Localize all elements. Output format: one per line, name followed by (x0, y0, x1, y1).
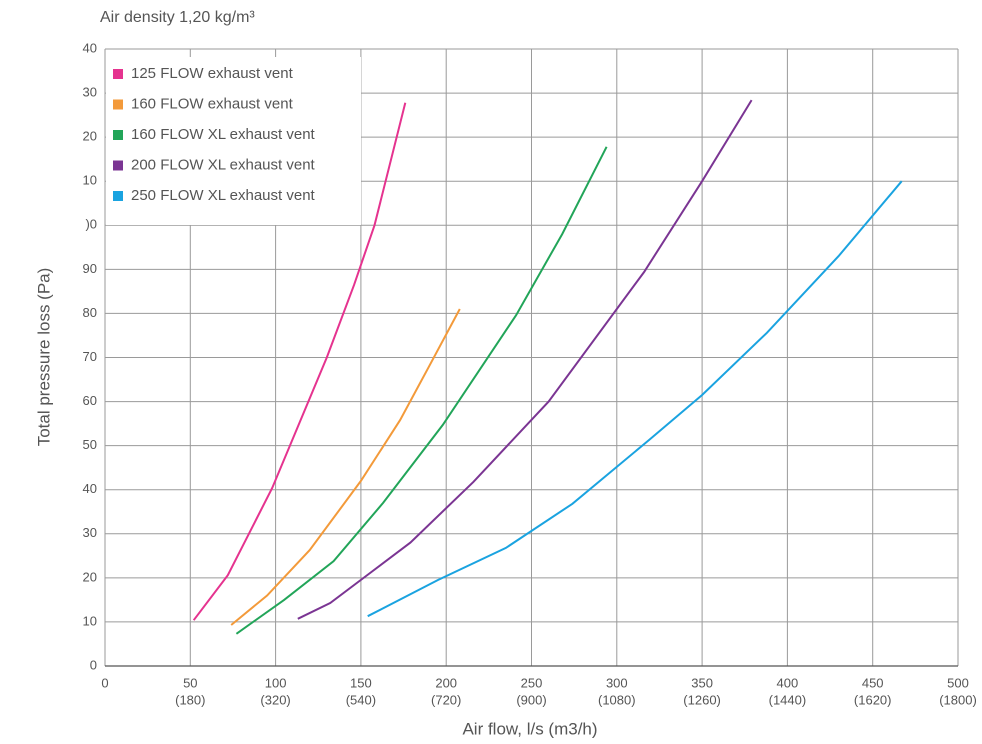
x-tick-sublabel: (320) (260, 692, 290, 707)
legend-swatch (113, 160, 123, 171)
y-tick-label: 10 (83, 613, 97, 628)
x-tick-label: 100 (265, 675, 287, 690)
y-tick-label: 50 (83, 437, 97, 452)
x-tick-label: 350 (691, 675, 713, 690)
y-tick-label: )0 (85, 217, 97, 232)
x-tick-label: 200 (435, 675, 457, 690)
line-series (192, 102, 407, 621)
line-series (297, 99, 753, 620)
y-tick-label: 40 (83, 40, 97, 55)
x-tick-sublabel: (720) (431, 692, 461, 707)
x-tick-sublabel: (180) (175, 692, 205, 707)
legend-swatch (113, 130, 123, 140)
y-tick-label: 90 (83, 261, 97, 276)
line-series (367, 180, 903, 618)
legend-label: 200 FLOW XL exhaust vent (131, 156, 316, 173)
y-tick-label: 60 (83, 393, 97, 408)
legend-background (106, 57, 361, 225)
y-tick-label: 10 (83, 173, 97, 188)
y-tick-label: 0 (90, 657, 97, 672)
x-tick-sublabel: (1800) (939, 692, 977, 707)
legend-label: 125 FLOW exhaust vent (131, 65, 294, 82)
line-series (230, 308, 461, 626)
x-tick-label: 0 (101, 675, 108, 690)
y-axis-label: Total pressure loss (Pa) (34, 268, 53, 447)
y-tick-label: 30 (83, 85, 97, 100)
x-tick-label: 450 (862, 675, 884, 690)
x-tick-label: 250 (521, 675, 543, 690)
legend-label: 160 FLOW exhaust vent (131, 95, 294, 112)
x-tick-label: 300 (606, 675, 628, 690)
legend-swatch (113, 191, 123, 201)
x-tick-sublabel: (1440) (769, 692, 807, 707)
x-tick-sublabel: (540) (346, 692, 376, 707)
line-series (235, 146, 608, 635)
y-tick-label: 80 (83, 305, 97, 320)
y-tick-label: 40 (83, 481, 97, 496)
x-tick-label: 150 (350, 675, 372, 690)
y-tick-label: 30 (83, 525, 97, 540)
chart-title: Air density 1,20 kg/m³ (100, 9, 255, 26)
legend-label: 160 FLOW XL exhaust vent (131, 126, 316, 143)
x-tick-sublabel: (900) (516, 692, 546, 707)
x-tick-label: 50 (183, 675, 197, 690)
x-tick-sublabel: (1080) (598, 692, 636, 707)
x-tick-label: 500 (947, 675, 969, 690)
legend-swatch (113, 69, 123, 79)
y-tick-label: 70 (83, 349, 97, 364)
y-tick-label: 20 (83, 569, 97, 584)
x-tick-label: 400 (777, 675, 799, 690)
legend-swatch (113, 99, 123, 110)
x-axis-label: Air flow, l/s (m3/h) (462, 719, 597, 738)
legend-label: 250 FLOW XL exhaust vent (131, 187, 316, 204)
x-tick-sublabel: (1620) (854, 692, 892, 707)
y-tick-label: 20 (83, 129, 97, 144)
x-tick-sublabel: (1260) (683, 692, 721, 707)
